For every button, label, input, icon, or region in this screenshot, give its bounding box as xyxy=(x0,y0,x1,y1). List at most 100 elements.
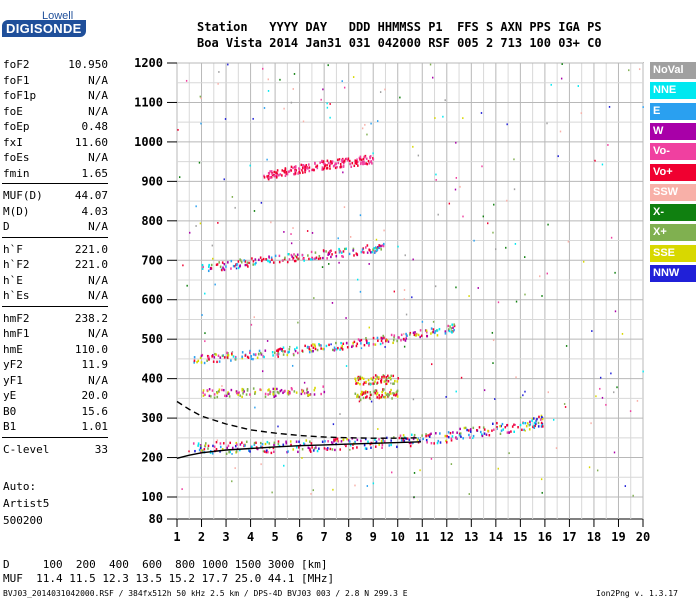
echo-point xyxy=(385,382,387,386)
noise-point xyxy=(303,381,306,384)
echo-point xyxy=(295,440,298,443)
noise-point xyxy=(263,107,266,109)
echo-point xyxy=(230,388,233,392)
echo-point xyxy=(207,447,209,450)
echo-point xyxy=(193,359,196,362)
echo-point xyxy=(288,170,291,173)
x-tick-label: 18 xyxy=(587,530,601,544)
echo-point xyxy=(390,333,393,337)
echo-point xyxy=(343,247,346,251)
noise-point xyxy=(403,298,406,301)
echo-point xyxy=(449,325,451,328)
echo-point xyxy=(373,247,376,250)
echo-point xyxy=(362,162,364,166)
noise-point xyxy=(540,478,543,481)
noise-point xyxy=(524,390,526,393)
noise-point xyxy=(393,290,396,293)
noise-point xyxy=(368,263,370,265)
legend-item-ssw: SSW xyxy=(650,183,696,201)
echo-point xyxy=(294,259,297,263)
echo-point xyxy=(229,450,231,454)
echo-point xyxy=(513,430,515,433)
noise-point xyxy=(199,222,202,225)
echo-point xyxy=(308,169,311,173)
noise-point xyxy=(224,118,227,120)
echo-point xyxy=(393,334,396,337)
echo-point xyxy=(525,425,528,428)
x-tick-label: 13 xyxy=(464,530,478,544)
echo-point xyxy=(289,440,292,443)
echo-point xyxy=(365,157,368,160)
noise-point xyxy=(379,91,382,93)
echo-point xyxy=(288,258,291,261)
echo-point xyxy=(337,346,339,350)
echo-point xyxy=(264,349,267,352)
noise-point xyxy=(188,450,190,453)
echo-point xyxy=(390,374,393,378)
echo-point xyxy=(365,338,368,342)
echo-point xyxy=(378,394,380,397)
echo-point xyxy=(467,429,470,432)
echo-point xyxy=(345,341,348,345)
echo-point xyxy=(348,252,351,256)
echo-point xyxy=(334,162,337,166)
echo-point xyxy=(359,158,361,161)
echo-point xyxy=(215,440,218,444)
echo-point xyxy=(219,450,221,453)
echo-trace xyxy=(202,385,326,399)
echo-point xyxy=(409,444,412,448)
logo-digisonde: DIGISONDE xyxy=(2,20,86,37)
parameter-label: hmF1 xyxy=(3,327,30,340)
echo-point xyxy=(393,382,395,385)
echo-point xyxy=(294,348,296,351)
noise-point xyxy=(177,128,179,131)
echo-point xyxy=(369,155,371,159)
echo-point xyxy=(298,440,300,443)
echo-point xyxy=(246,389,249,392)
echo-point xyxy=(359,155,362,158)
noise-point xyxy=(514,423,516,426)
y-tick-label: 100 xyxy=(141,490,163,504)
noise-point xyxy=(292,227,294,229)
echo-point xyxy=(378,443,381,446)
echo-point xyxy=(400,333,403,337)
echo-point xyxy=(375,249,378,252)
echo-point xyxy=(396,380,399,383)
echo-trace xyxy=(263,154,375,181)
echo-point xyxy=(356,446,358,449)
echo-point xyxy=(351,161,354,165)
echo-point xyxy=(373,390,376,393)
echo-point xyxy=(500,424,502,428)
echo-point xyxy=(383,336,385,339)
echo-point xyxy=(352,447,354,450)
echo-point xyxy=(341,160,343,163)
echo-point xyxy=(223,356,226,359)
echo-point xyxy=(222,266,224,269)
footer-distance-row: D 100 200 400 600 800 1000 1500 3000 [km… xyxy=(3,558,328,571)
echo-point xyxy=(319,257,322,260)
x-tick-label: 6 xyxy=(296,530,303,544)
noise-point xyxy=(642,106,644,108)
noise-point xyxy=(359,214,362,217)
echo-point xyxy=(328,164,331,168)
echo-point xyxy=(218,388,221,391)
echo-point xyxy=(304,170,306,174)
echo-point xyxy=(487,429,489,433)
echo-point xyxy=(314,345,317,348)
echo-point xyxy=(282,346,285,349)
echo-point xyxy=(268,255,270,258)
echo-point xyxy=(410,433,413,436)
echo-point xyxy=(356,393,359,397)
echo-point xyxy=(358,156,361,160)
profile-curve-solid xyxy=(176,441,422,459)
echo-point xyxy=(330,441,333,444)
echo-point xyxy=(414,331,416,334)
echo-point xyxy=(293,390,296,393)
parameter-label: hmE xyxy=(3,342,23,356)
echo-point xyxy=(252,387,255,390)
echo-point xyxy=(482,426,485,429)
echo-point xyxy=(278,260,281,264)
echo-point xyxy=(453,324,456,328)
echo-point xyxy=(213,445,216,448)
noise-point xyxy=(341,80,343,83)
